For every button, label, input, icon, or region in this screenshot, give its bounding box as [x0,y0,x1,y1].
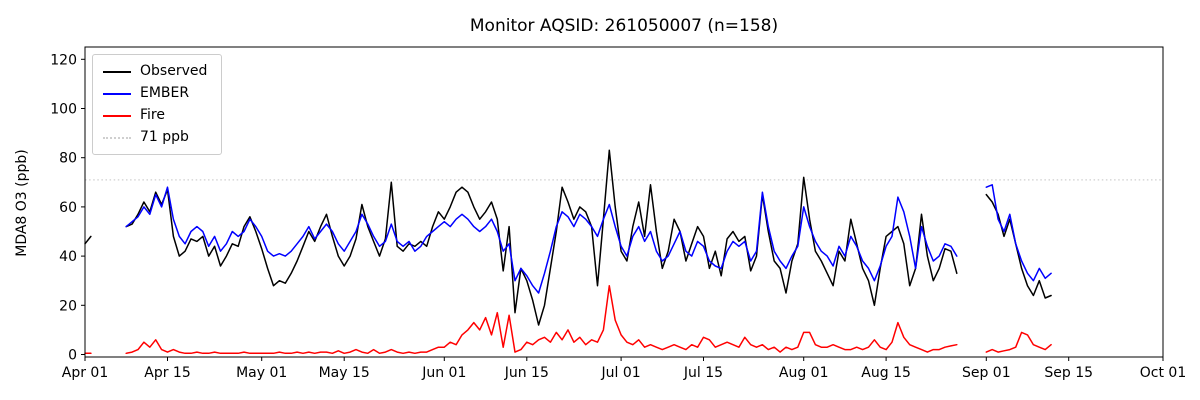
ember-line-sample [103,92,131,95]
x-tick-label: Sep 15 [1044,365,1093,381]
legend-item-fire: Fire [103,106,207,125]
legend-item-threshold: 71 ppb [103,128,207,147]
x-tick-label: May 15 [319,365,370,381]
x-tick-label: Sep 01 [962,365,1011,381]
x-tick-label: Aug 01 [779,365,829,381]
y-tick-label: 20 [59,298,77,314]
legend: Observed EMBER Fire 71 ppb [92,54,223,155]
fire-line [985,331,1052,353]
x-tick-label: Oct 01 [1140,365,1186,381]
legend-item-observed: Observed [103,62,207,81]
x-tick-label: Jun 01 [421,365,466,381]
x-tick-label: May 01 [236,365,287,381]
ember-line [125,186,958,294]
x-tick-label: Apr 15 [144,365,190,381]
y-tick-label: 100 [50,102,77,118]
fire-line-sample [103,114,131,117]
legend-label-threshold: 71 ppb [140,129,189,145]
y-tick-label: 80 [59,151,77,167]
legend-label-ember: EMBER [140,85,190,101]
y-tick-label: 60 [59,200,77,216]
observed-line-sample [103,70,131,73]
plot-border [84,46,1164,358]
observed-line [125,149,958,326]
ember-line [985,184,1052,282]
x-tick-label: Apr 01 [62,365,108,381]
observed-line [84,235,92,245]
y-tick-label: 40 [59,249,77,265]
chart-title: Monitor AQSID: 261050007 (n=158) [469,16,779,36]
x-tick-label: Jun 15 [504,365,549,381]
legend-label-observed: Observed [140,63,208,79]
threshold-line-sample [103,136,131,139]
y-axis-label: MDA8 O3 (ppb) [14,149,30,257]
legend-item-ember: EMBER [103,84,207,103]
x-tick-label: Aug 15 [861,365,911,381]
y-tick-label: 120 [50,52,77,68]
legend-label-fire: Fire [140,107,165,123]
y-tick-label: 0 [68,348,77,364]
fire-line [125,284,958,355]
x-tick-label: Jul 15 [683,365,723,381]
x-tick-label: Jul 01 [601,365,641,381]
